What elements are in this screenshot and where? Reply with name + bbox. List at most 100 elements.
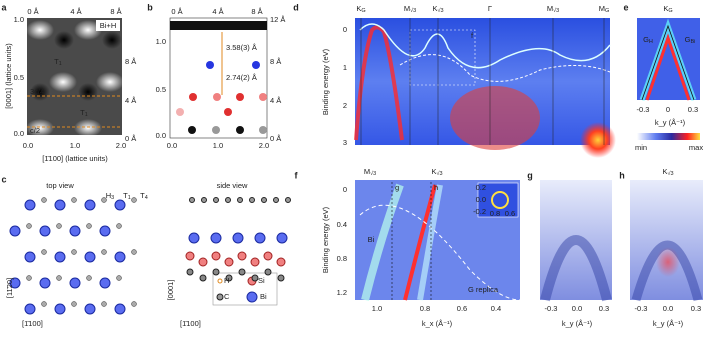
label-sub: √3 [553,7,559,14]
axis-title: [1̄100] [180,319,201,328]
atom [99,277,111,289]
atom [26,223,32,229]
atom [264,268,272,276]
atom [188,232,200,244]
tick-label: 8 Å [270,57,281,66]
axis-title: [1̄100] [22,319,43,328]
label-main: T [123,191,128,200]
k-point: KG [663,4,672,14]
arpes-cut [540,180,612,300]
tick-label: 0.6 [457,304,467,313]
tick-label: 0.0 [14,129,24,138]
atom [176,108,184,116]
atom [56,223,62,229]
tick-label: 0 [343,25,347,34]
atom [237,251,247,261]
colorbar-label: min [635,143,647,152]
tick-label: 1.0 [372,304,382,313]
inset-contour [491,191,509,209]
band [631,240,703,302]
tick-label: 4 Å [270,96,281,105]
atom [224,108,232,116]
axis-title: k_y (Å⁻¹) [562,319,593,328]
atom [114,303,126,315]
annotation: 2.74(2) Å [226,73,257,82]
atom [86,223,92,229]
atom [116,223,122,229]
intensity [580,122,616,158]
atom [210,232,222,244]
atom [276,257,286,267]
atom [114,251,126,263]
atom [24,199,36,211]
axis-title: [0001] (lattice units) [4,43,13,109]
axis-title: k_x (Å⁻¹) [422,319,453,328]
label-main: M [547,4,553,13]
atom [236,93,244,101]
atom [277,274,285,282]
k-point: K√3 [662,167,673,177]
atom [212,126,220,134]
dark-spot [102,31,122,49]
legend-label: H [224,276,229,285]
atom [252,61,260,69]
k-point: M√3 [404,4,416,14]
intensity [450,86,540,150]
legend-label: Bi [260,292,267,301]
legend-box [212,272,278,306]
axis-title: [0001] [166,280,175,301]
tick-label: 2.0 [259,141,269,150]
panel-label: a [1,2,7,12]
atom [251,274,259,282]
atom [86,275,92,281]
atom [213,93,221,101]
tick-label: 1.0 [70,141,80,150]
tick-label: 8 Å [125,57,136,66]
axis-title: [1̄100] (lattice units) [42,154,108,163]
legend-swatch [246,291,258,303]
tick-label: 4 Å [212,7,223,16]
tick-label: 0.0 [476,195,486,204]
label-sub: √3 [410,7,416,14]
colorbar-label: max [689,143,703,152]
inset [477,182,519,218]
tag: Bi+H [100,21,116,30]
atom [54,251,66,263]
tick-label: 0.3 [688,105,698,114]
dark-spot [54,31,74,49]
atom [54,199,66,211]
tick-label: 4 Å [70,7,81,16]
annotation: 3.58(3) Å [226,43,257,52]
axis-title: Binding energy (eV) [321,48,330,115]
site: T4 [140,191,148,201]
atom [41,197,47,203]
atom [84,199,96,211]
atom [250,257,260,267]
band-label: GH [643,35,653,45]
axis-title: k_y (Å⁻¹) [653,319,684,328]
k-point: K√3 [432,4,443,14]
band-label: G replica [468,285,499,294]
label-sub: 3 [111,195,114,201]
atom [54,303,66,315]
subtitle: side view [217,181,248,190]
band [359,204,521,301]
k-point: M√3 [547,4,559,14]
intensity [656,247,680,277]
label-main: K [663,4,668,13]
atom [225,197,231,203]
tick-label: 0.8 [337,254,347,263]
label-main: K [431,167,436,176]
subtitle: top view [46,181,74,190]
label-main: Γ [488,4,492,13]
site: T1 [123,191,131,201]
band-label: Bi [368,235,375,244]
band [641,24,695,101]
label-sub: G [605,8,609,14]
tick-label: 0.3 [599,304,609,313]
band [354,25,404,141]
legend-swatch [217,278,223,284]
band [399,54,611,82]
band [540,235,612,302]
